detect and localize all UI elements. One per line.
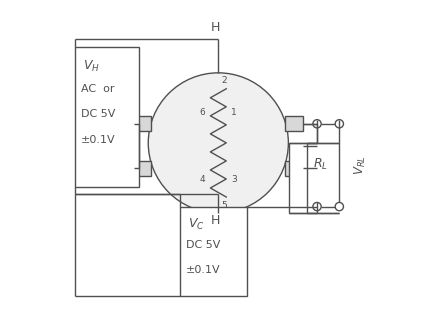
Bar	[75, 47, 139, 188]
Text: ±0.1V: ±0.1V	[81, 135, 115, 145]
Text: $R_L$: $R_L$	[313, 157, 328, 172]
Bar	[285, 161, 303, 176]
Circle shape	[148, 73, 288, 213]
Text: $V_C$: $V_C$	[188, 216, 205, 232]
Text: 3: 3	[231, 175, 237, 184]
Text: DC 5V: DC 5V	[81, 110, 115, 120]
Text: $V_H$: $V_H$	[83, 59, 100, 74]
Bar	[180, 207, 247, 296]
Text: H: H	[210, 214, 220, 227]
Bar	[134, 161, 152, 176]
Text: $V_{RL}$: $V_{RL}$	[353, 155, 368, 175]
Circle shape	[335, 120, 343, 128]
Text: H: H	[210, 21, 220, 34]
Text: DC 5V: DC 5V	[186, 240, 220, 250]
Bar	[289, 143, 307, 213]
Text: 2: 2	[222, 76, 227, 85]
Text: 6: 6	[199, 109, 205, 117]
Text: AC  or: AC or	[81, 84, 114, 94]
Text: 1: 1	[231, 109, 237, 117]
Circle shape	[313, 202, 321, 211]
Text: ±0.1V: ±0.1V	[186, 265, 221, 275]
Circle shape	[335, 202, 343, 211]
Bar	[285, 116, 303, 132]
Text: 4: 4	[200, 175, 205, 184]
Text: 5: 5	[222, 201, 227, 210]
Bar	[134, 116, 152, 132]
Circle shape	[313, 120, 321, 128]
